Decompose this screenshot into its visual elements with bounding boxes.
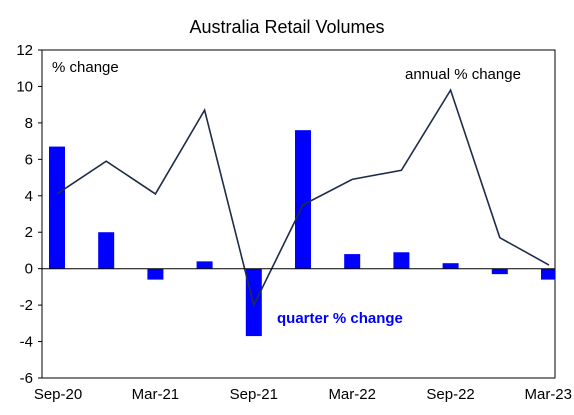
y-axis: -6 -4 -2 0 2 4 6 8 10 12 bbox=[16, 42, 42, 387]
bar-quarter-change bbox=[491, 268, 508, 275]
y-axis-label: % change bbox=[52, 59, 119, 76]
y-tick-label: 8 bbox=[25, 115, 33, 132]
y-tick-label: -6 bbox=[20, 370, 33, 387]
x-tick-label: Sep-21 bbox=[230, 386, 278, 403]
x-tick-label: Mar-23 bbox=[524, 386, 572, 403]
bar-quarter-change bbox=[196, 261, 213, 269]
y-tick-label: 12 bbox=[16, 42, 33, 59]
x-axis: Sep-20 Mar-21 Sep-21 Mar-22 Sep-22 Mar-23 bbox=[34, 386, 572, 403]
y-tick-label: 4 bbox=[25, 188, 33, 205]
x-tick-label: Sep-20 bbox=[34, 386, 82, 403]
series-label-quarter: quarter % change bbox=[277, 310, 403, 327]
bar-quarter-change bbox=[295, 130, 311, 269]
x-tick-label: Sep-22 bbox=[426, 386, 474, 403]
y-tick-label: -4 bbox=[20, 334, 33, 351]
bar-quarter-change bbox=[147, 268, 164, 280]
plot-frame bbox=[41, 49, 556, 379]
y-tick-label: 2 bbox=[25, 224, 33, 241]
bar-quarter-change bbox=[344, 254, 361, 269]
y-tick-label: 6 bbox=[25, 151, 33, 168]
x-tick-label: Mar-22 bbox=[328, 386, 376, 403]
x-tick-label: Mar-21 bbox=[132, 386, 180, 403]
bar-quarter-change bbox=[442, 263, 459, 269]
bar-quarter-change bbox=[98, 232, 115, 269]
y-tick-label: 0 bbox=[25, 261, 33, 278]
y-tick-label: 10 bbox=[16, 78, 33, 95]
chart-title: Australia Retail Volumes bbox=[189, 17, 384, 37]
y-tick-label: -2 bbox=[20, 297, 33, 314]
bar-quarter-change bbox=[49, 146, 65, 269]
annual-line bbox=[56, 88, 550, 308]
bar-quarter-change bbox=[541, 268, 555, 280]
bar-quarter-change bbox=[393, 252, 410, 269]
series-label-annual: annual % change bbox=[405, 66, 521, 83]
line-annual-change bbox=[56, 88, 550, 308]
quarter-bars bbox=[49, 130, 555, 337]
